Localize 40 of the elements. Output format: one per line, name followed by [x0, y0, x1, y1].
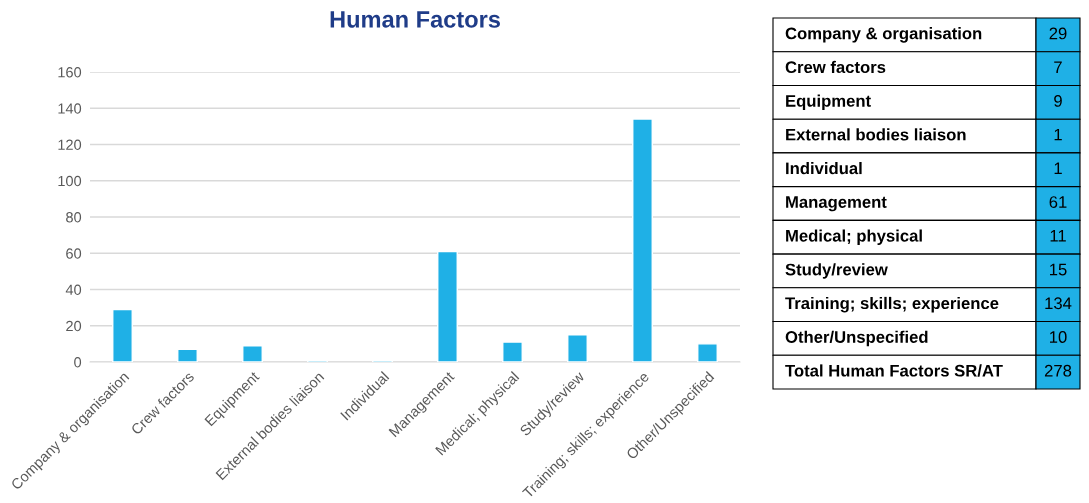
y-tick-label: 140 — [58, 103, 82, 114]
bar — [697, 343, 718, 362]
bar — [177, 348, 198, 362]
data-label: 9 — [1054, 94, 1062, 107]
data-label: 15 — [1050, 263, 1067, 276]
data-label: 11 — [1050, 230, 1066, 242]
data-label: 7 — [1054, 61, 1062, 73]
category-label: Training; skills; experience — [785, 296, 999, 313]
chart-title: Human Factors — [330, 11, 500, 28]
y-tick-label: 60 — [66, 248, 82, 259]
bar — [632, 118, 653, 362]
y-tick-label: 80 — [66, 212, 82, 223]
data-label: 134 — [1045, 297, 1072, 310]
y-tick-label: 100 — [58, 175, 82, 187]
category-label: Other/Unspecified — [785, 330, 928, 347]
category-label: Crew factors — [785, 60, 886, 74]
y-tick-label: 120 — [58, 139, 82, 150]
y-tick-label: 0 — [74, 357, 82, 368]
y-tick-label: 40 — [65, 284, 82, 295]
category-label: Company & organisation — [785, 27, 982, 43]
bar — [567, 334, 588, 362]
data-label: 278 — [1044, 364, 1072, 377]
data-label: 10 — [1050, 331, 1067, 343]
category-label: Equipment — [786, 94, 871, 111]
y-tick-label: 20 — [66, 320, 82, 332]
category-label: External bodies liaison — [786, 128, 966, 141]
data-label: 61 — [1049, 196, 1067, 208]
data-label: 1 — [1054, 162, 1062, 175]
category-label: Study/review — [785, 263, 888, 279]
category-label: Individual — [786, 162, 862, 175]
data-label: 1 — [1054, 128, 1062, 141]
bar — [437, 250, 458, 362]
category-label: Medical; physical — [786, 229, 922, 245]
bar — [502, 341, 523, 362]
category-label: Total Human Factors SR/AT — [785, 364, 1003, 377]
bar — [112, 308, 133, 362]
bar — [242, 344, 263, 362]
data-label: 29 — [1049, 27, 1067, 40]
y-tick-label: 160 — [58, 67, 82, 78]
category-label: Management — [786, 196, 887, 212]
